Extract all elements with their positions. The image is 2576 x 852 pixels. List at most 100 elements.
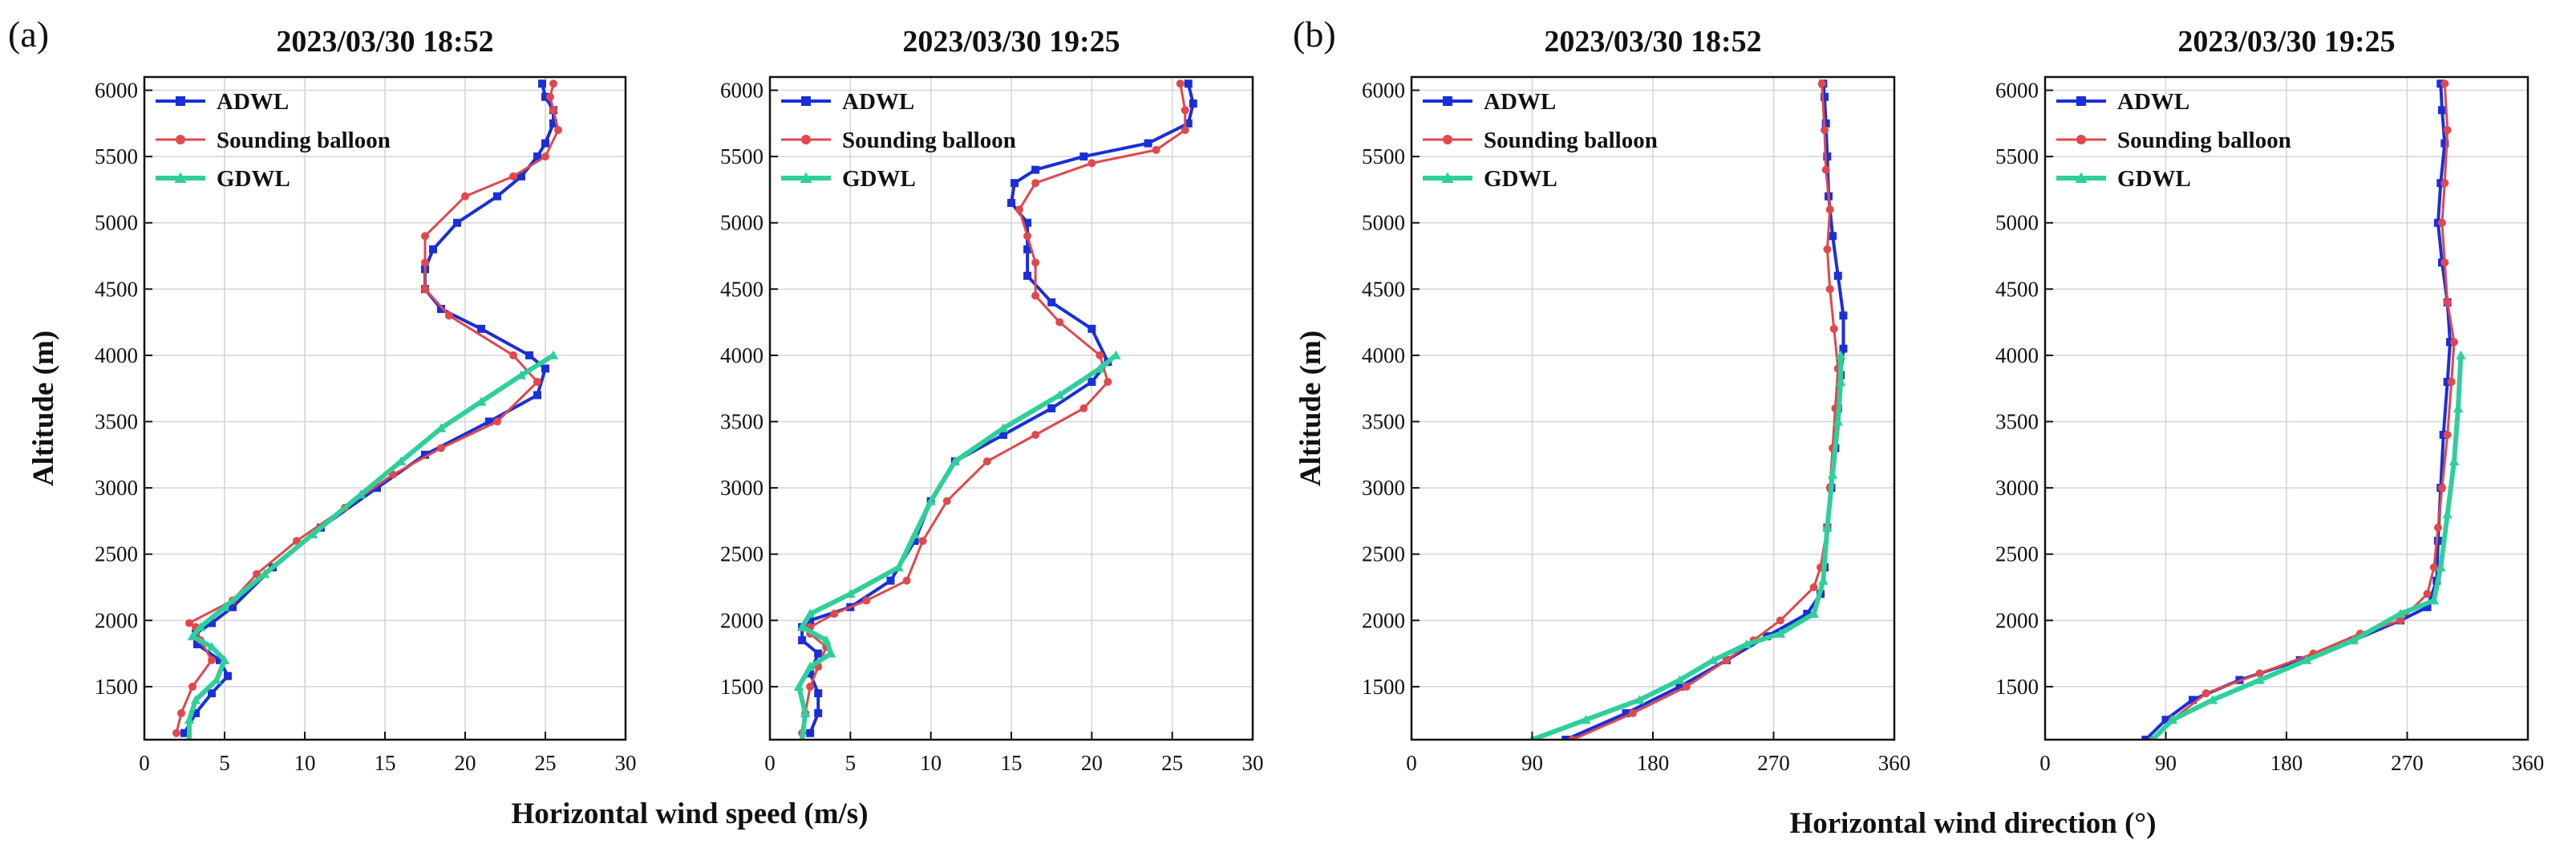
data-point-gdwl <box>355 489 367 499</box>
series-layer <box>2141 79 2466 740</box>
series-line-gdwl <box>796 353 1118 740</box>
data-point-gdwl <box>950 456 961 466</box>
data-point-gdwl <box>826 648 836 658</box>
data-point-adwl <box>453 218 461 227</box>
data-point-gdwl <box>1775 628 1786 638</box>
data-point-adwl <box>533 152 541 161</box>
data-point-adwl <box>998 431 1007 440</box>
data-point-sounding-balloon <box>2255 669 2264 678</box>
data-point-gdwl <box>2442 509 2452 519</box>
legend-marker-adwl <box>176 96 185 106</box>
data-point-gdwl <box>435 423 447 432</box>
y-tick-label: 2500 <box>1995 542 2039 566</box>
data-point-gdwl <box>206 642 217 651</box>
data-point-adwl <box>798 636 807 645</box>
data-point-adwl <box>1023 245 1032 254</box>
data-point-gdwl <box>804 661 816 671</box>
data-point-gdwl <box>820 635 832 645</box>
x-tick-label: 270 <box>1757 751 1790 775</box>
data-point-sounding-balloon <box>1682 682 1691 691</box>
x-tick-label: 360 <box>1878 751 1911 775</box>
legend: ADWL Sounding balloon GDWL <box>1423 89 1658 192</box>
x-tick-label: 20 <box>1081 751 1103 775</box>
data-point-adwl <box>2295 655 2304 664</box>
data-point-gdwl <box>259 569 270 578</box>
data-point-sounding-balloon <box>437 444 445 452</box>
data-point-adwl <box>1675 682 1684 691</box>
data-point-gdwl <box>187 631 198 641</box>
data-point-gdwl <box>1634 695 1645 704</box>
data-point-gdwl <box>1581 714 1591 724</box>
y-tick-label: 4500 <box>720 277 763 301</box>
data-point-sounding-balloon <box>549 106 557 115</box>
data-point-sounding-balloon <box>918 537 927 546</box>
data-point-adwl <box>493 192 501 201</box>
data-point-adwl <box>1023 218 1032 227</box>
series-line-sounding-balloon <box>800 83 1187 733</box>
data-point-gdwl <box>1835 350 1846 359</box>
data-point-adwl <box>814 689 823 698</box>
data-point-sounding-balloon <box>2440 79 2449 88</box>
data-point-sounding-balloon <box>2429 563 2438 572</box>
data-point-adwl <box>1184 119 1193 128</box>
data-point-adwl <box>517 172 525 181</box>
data-point-gdwl <box>799 734 805 740</box>
data-point-adwl <box>1023 271 1032 280</box>
data-point-adwl <box>2141 736 2150 740</box>
data-point-adwl <box>1839 311 1848 320</box>
data-point-gdwl <box>2348 635 2359 645</box>
chart-3: 0 90 180 270 360 1500 2000 2500 3000 3500 4000 4500… <box>1362 75 1911 775</box>
data-point-sounding-balloon <box>1096 351 1104 359</box>
speed-xlabel: Horizontal wind speed (m/s) <box>511 797 868 830</box>
legend-marker-sounding-balloon <box>176 135 185 144</box>
y-tick-label: 2000 <box>720 608 763 632</box>
data-point-adwl <box>1821 92 1829 101</box>
data-point-sounding-balloon <box>862 596 871 605</box>
x-tick-label: 0 <box>764 751 776 775</box>
data-point-sounding-balloon <box>1079 404 1088 412</box>
chart-3-ylabel: Altitude (m) <box>1294 331 1327 486</box>
chart-1-title: 2023/03/30 18:52 <box>276 25 493 59</box>
data-point-sounding-balloon <box>2450 338 2459 347</box>
data-point-sounding-balloon <box>2201 689 2210 698</box>
data-point-gdwl <box>2167 714 2178 724</box>
data-point-adwl <box>224 671 232 680</box>
data-point-sounding-balloon <box>549 79 557 88</box>
y-tick-label: 5500 <box>95 144 138 168</box>
data-point-sounding-balloon <box>546 92 554 101</box>
data-point-gdwl <box>2301 655 2312 664</box>
data-point-adwl <box>1189 99 1197 108</box>
data-point-adwl <box>429 245 437 254</box>
data-point-adwl <box>421 450 429 459</box>
y-tick-label: 5000 <box>1995 211 2039 235</box>
data-point-adwl <box>193 640 201 649</box>
series-line-adwl <box>2144 83 2452 740</box>
x-tick-label: 10 <box>920 751 942 775</box>
data-point-adwl <box>1833 271 1842 280</box>
data-point-sounding-balloon <box>806 682 815 691</box>
legend-marker-sounding-balloon <box>801 135 811 144</box>
x-tick-label: 25 <box>1161 751 1183 775</box>
data-point-sounding-balloon <box>1152 145 1160 154</box>
data-point-sounding-balloon <box>1825 205 1834 214</box>
y-tick-label: 3000 <box>95 476 138 500</box>
data-point-gdwl <box>1708 655 1719 664</box>
data-point-adwl <box>806 616 815 625</box>
y-tick-label: 5500 <box>720 144 763 168</box>
data-point-gdwl <box>186 734 192 740</box>
data-point-sounding-balloon <box>185 619 193 627</box>
x-tick-label: 5 <box>845 751 857 775</box>
data-point-gdwl <box>998 423 1009 432</box>
data-point-adwl <box>1561 736 1570 740</box>
data-point-adwl <box>1007 198 1015 207</box>
data-point-adwl <box>806 728 815 737</box>
data-point-gdwl <box>800 708 811 717</box>
x-tick-label: 15 <box>1001 751 1023 775</box>
direction-xlabel: Horizontal wind direction (°) <box>1789 807 2156 840</box>
data-point-sounding-balloon <box>2443 298 2452 306</box>
x-tick-label: 15 <box>375 751 396 775</box>
legend: ADWL Sounding balloon GDWL <box>781 89 1016 192</box>
data-point-sounding-balloon <box>830 610 839 619</box>
x-tick-label: 10 <box>294 751 316 775</box>
y-tick-label: 4500 <box>1362 277 1405 301</box>
